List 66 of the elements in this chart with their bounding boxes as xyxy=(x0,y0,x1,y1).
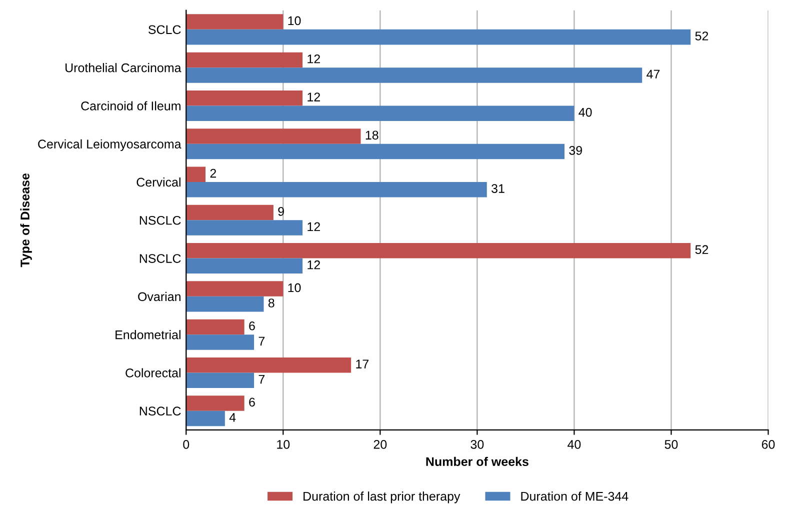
data-label: 52 xyxy=(695,245,708,254)
bar xyxy=(186,166,206,182)
bar xyxy=(186,52,303,68)
data-label: 12 xyxy=(308,54,320,64)
bar xyxy=(186,68,642,83)
x-tick-label: 40 xyxy=(568,440,581,449)
x-tick-label: 50 xyxy=(664,440,678,449)
data-label: 9 xyxy=(278,207,284,216)
y-tick-label: Ovarian xyxy=(138,292,180,302)
y-axis-title: Type of Disease xyxy=(20,173,32,268)
x-axis-title: Number of weeks xyxy=(426,456,528,466)
data-label: 39 xyxy=(569,146,582,155)
y-tick-label: Carcinoid of Ileum xyxy=(81,101,180,110)
data-label: 7 xyxy=(258,374,265,384)
legend-label: Duration of last prior therapy xyxy=(304,492,460,504)
y-tick-label: SCLC xyxy=(148,25,181,34)
bar xyxy=(186,319,244,335)
bar xyxy=(186,14,284,30)
data-label: 4 xyxy=(229,413,236,422)
y-tick-label: Endometrial xyxy=(116,330,180,340)
data-label: 7 xyxy=(258,336,265,346)
bar xyxy=(186,204,274,220)
bar xyxy=(186,357,352,373)
data-label: 10 xyxy=(288,283,301,292)
y-tick-label: NSCLC xyxy=(140,254,181,263)
data-label: 10 xyxy=(288,16,301,26)
bar xyxy=(186,334,254,350)
x-tick-label: 30 xyxy=(470,440,484,449)
x-tick-label: 0 xyxy=(183,440,190,449)
bar xyxy=(186,106,574,121)
data-label: 6 xyxy=(249,398,255,407)
bar xyxy=(186,372,254,388)
data-label: 12 xyxy=(308,92,320,102)
y-tick-label: NSCLC xyxy=(140,216,181,225)
bar xyxy=(186,128,361,144)
data-label: 52 xyxy=(695,32,708,40)
legend-label: Duration of ME-344 xyxy=(521,492,628,501)
bar xyxy=(186,144,564,160)
bar xyxy=(186,410,225,426)
data-label: 40 xyxy=(578,108,592,117)
x-tick-label: 60 xyxy=(762,440,775,449)
y-tick-label: Urothelial Carcinoma xyxy=(66,63,182,72)
bar xyxy=(186,90,303,106)
bar xyxy=(186,243,691,258)
bar xyxy=(186,258,303,274)
bar xyxy=(186,296,264,312)
x-tick-label: 20 xyxy=(374,440,387,449)
data-label: 47 xyxy=(646,70,660,78)
y-tick-label: Cervical xyxy=(136,177,180,187)
y-tick-label: Colorectal xyxy=(126,368,180,378)
bar xyxy=(186,182,487,198)
y-tick-label: NSCLC xyxy=(140,406,181,416)
data-label: 18 xyxy=(366,130,378,140)
bar xyxy=(186,281,284,296)
data-label: 12 xyxy=(308,222,320,232)
bar xyxy=(186,396,244,411)
data-label: 8 xyxy=(268,298,274,308)
data-label: 12 xyxy=(308,260,320,270)
x-tick-label: 10 xyxy=(277,440,290,449)
data-label: 31 xyxy=(492,184,504,193)
data-label: 17 xyxy=(356,360,368,368)
data-label: 2 xyxy=(210,168,216,178)
bar xyxy=(186,29,691,45)
data-label: 6 xyxy=(249,321,255,330)
y-tick-label: Cervical Leiomyosarcoma xyxy=(38,139,182,151)
bar xyxy=(186,220,303,236)
